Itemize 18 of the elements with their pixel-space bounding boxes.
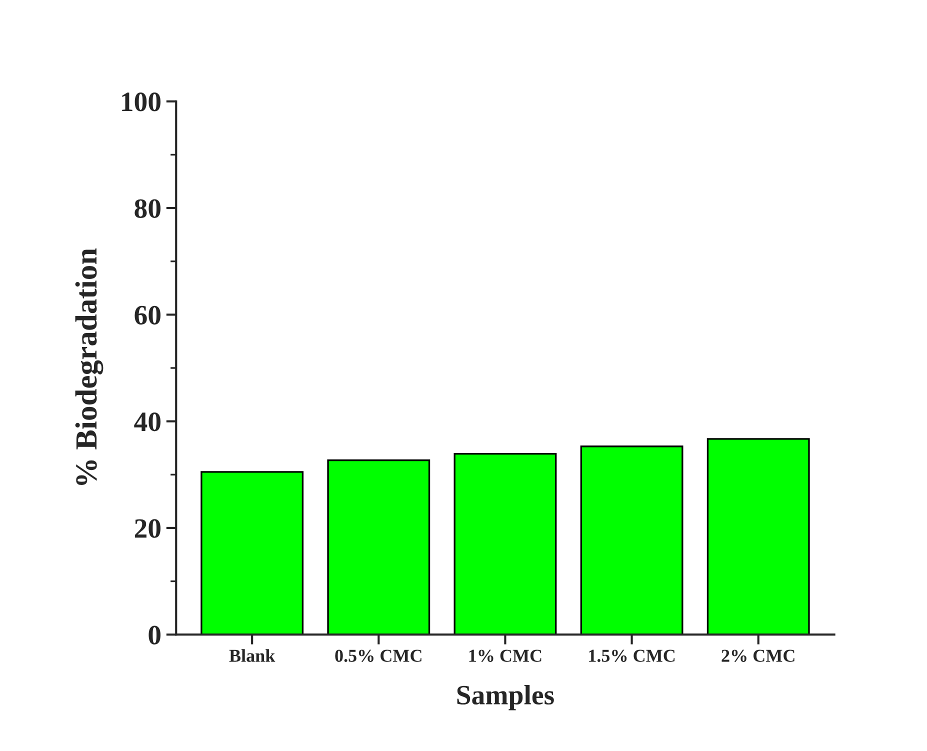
x-tick-label: 1.5% CMC [589,650,675,662]
y-tick-label: 40 [134,412,160,432]
bar [706,438,810,635]
y-tick-label: 0 [148,626,160,645]
x-tick-label: Blank [229,649,276,662]
y-axis-title: % Biodegradation [75,248,104,485]
bar [454,453,557,635]
x-axis-title: Samples [457,684,554,710]
bar [200,471,304,635]
bar [580,446,684,635]
y-tick-label: 80 [134,199,160,218]
y-tick-label: 100 [122,92,160,112]
x-tick-label: 2% CMC [722,650,794,662]
y-tick-label: 20 [134,519,160,538]
x-tick-label: 0.5% CMC [335,650,422,662]
x-tick-label: 1% CMC [469,650,542,662]
bar [327,459,430,635]
y-tick-label: 60 [134,306,160,325]
